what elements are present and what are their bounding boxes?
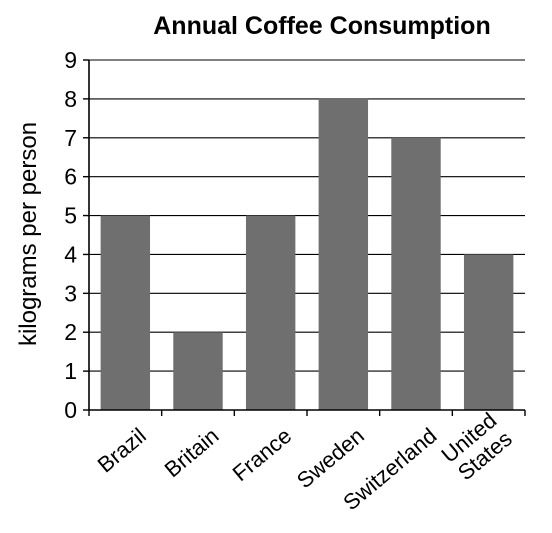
chart-title: Annual Coffee Consumption (153, 12, 490, 40)
bar (245, 215, 296, 410)
y-tick-label: 3 (64, 280, 77, 306)
axes (83, 59, 526, 416)
category-label: Britain (160, 423, 224, 482)
category-label: UnitedStates (437, 408, 517, 486)
bar (391, 137, 441, 410)
y-tick-label: 0 (64, 397, 77, 423)
category-label: Brazil (93, 423, 151, 478)
bar (318, 98, 369, 410)
bar (100, 215, 151, 410)
y-tick-label: 1 (64, 358, 77, 384)
y-axis-label: kilograms per person (15, 122, 42, 346)
category-label: France (228, 423, 297, 486)
y-tick-label: 8 (64, 86, 77, 112)
y-tick-label: 4 (64, 241, 77, 267)
y-tick-label: 6 (64, 164, 77, 190)
y-tick-label: 2 (64, 319, 77, 345)
gridlines (89, 59, 525, 372)
y-tick-label: 5 (64, 203, 77, 229)
bar (463, 254, 514, 410)
y-tick-label: 7 (64, 125, 77, 151)
x-category-labels: Brazil Britain FranceSwedenSwitzerlandUnit… (93, 408, 517, 516)
y-tick-label: 9 (64, 47, 77, 73)
y-tick-labels: 0 1 2 3 4 5 6 7 8 9 (64, 47, 77, 423)
bars (100, 98, 514, 410)
bar (173, 332, 223, 410)
